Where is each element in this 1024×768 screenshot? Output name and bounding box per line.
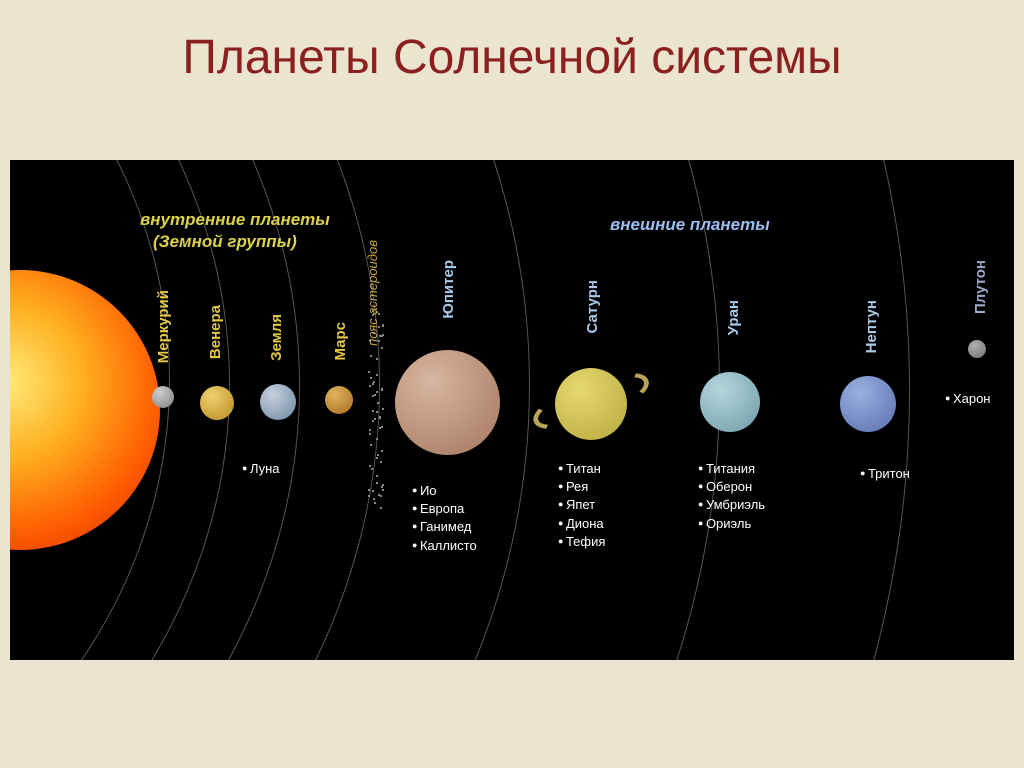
- moon-Тритон: Тритон: [860, 465, 910, 483]
- label-Земля: Земля: [268, 314, 285, 361]
- planet-Уран: [700, 372, 760, 432]
- moon-Луна: Луна: [242, 460, 280, 478]
- label-Сатурн: Сатурн: [584, 280, 601, 333]
- moon-Оберон: Оберон: [698, 478, 765, 496]
- group-label-inner: внутренние планеты: [140, 210, 330, 230]
- moons-neptune: Тритон: [860, 465, 910, 483]
- moon-Диона: Диона: [558, 515, 605, 533]
- asteroid-belt-label: пояс астероидов: [365, 240, 380, 346]
- label-Венера: Венера: [207, 305, 224, 359]
- label-Нептун: Нептун: [863, 300, 880, 353]
- planet-Нептун: [840, 376, 896, 432]
- moons-earth: Луна: [242, 460, 280, 478]
- moons-jupiter: ИоЕвропаГанимедКаллисто: [412, 482, 477, 555]
- group-label-outer: внешние планеты: [610, 215, 770, 235]
- label-Юпитер: Юпитер: [440, 260, 457, 319]
- label-Плутон: Плутон: [972, 260, 989, 314]
- moons-pluto: Харон: [945, 390, 990, 408]
- moon-Ио: Ио: [412, 482, 477, 500]
- group-label-inner: (Земной группы): [153, 232, 297, 252]
- planet-Венера: [200, 386, 234, 420]
- moons-uranus: ТитанияОберонУмбриэльОриэль: [698, 460, 765, 533]
- label-Уран: Уран: [725, 300, 742, 335]
- moon-Умбриэль: Умбриэль: [698, 496, 765, 514]
- moons-saturn: ТитанРеяЯпетДионаТефия: [558, 460, 605, 551]
- moon-Харон: Харон: [945, 390, 990, 408]
- moon-Тефия: Тефия: [558, 533, 605, 551]
- moon-Ганимед: Ганимед: [412, 518, 477, 536]
- moon-Рея: Рея: [558, 478, 605, 496]
- moon-Ориэль: Ориэль: [698, 515, 765, 533]
- planet-Меркурий: [152, 386, 174, 408]
- solar-system-diagram: пояс астероидов Меркурий Венера Земля Марс Ю…: [10, 160, 1014, 660]
- label-Меркурий: Меркурий: [155, 290, 172, 363]
- moon-Европа: Европа: [412, 500, 477, 518]
- moon-Япет: Япет: [558, 496, 605, 514]
- slide-title: Планеты Солнечной системы: [0, 0, 1024, 105]
- planet-Плутон: [968, 340, 986, 358]
- planet-Юпитер: [395, 350, 500, 455]
- planet-Земля: [260, 384, 296, 420]
- moon-Титания: Титания: [698, 460, 765, 478]
- label-Марс: Марс: [332, 322, 349, 361]
- moon-Титан: Титан: [558, 460, 605, 478]
- planet-Марс: [325, 386, 353, 414]
- moon-Каллисто: Каллисто: [412, 537, 477, 555]
